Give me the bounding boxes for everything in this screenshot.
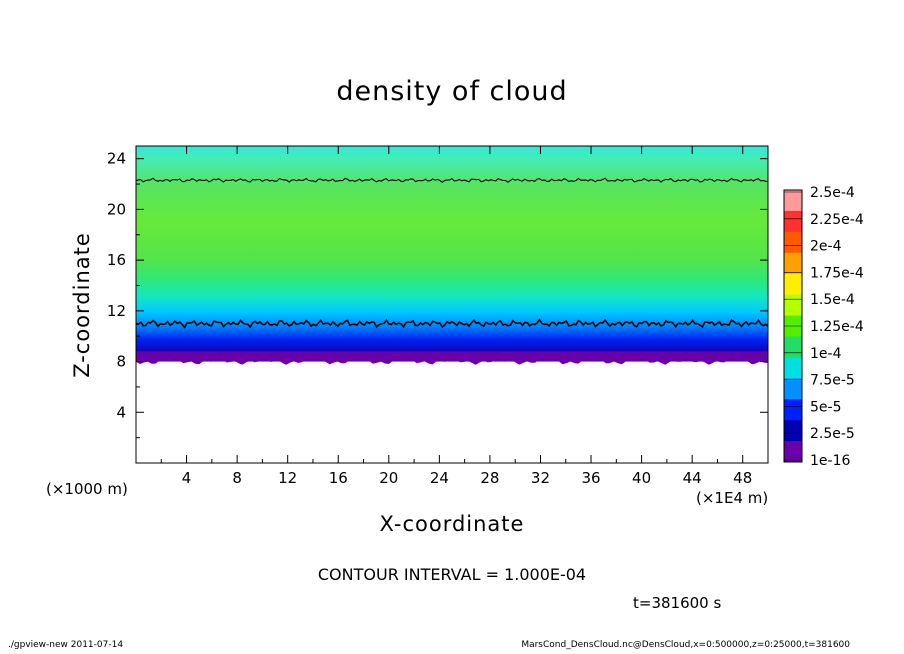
x-tick-label: 44 <box>683 469 702 487</box>
colorbar-swatch <box>784 273 802 296</box>
colorbar-label: 7.5e-5 <box>810 373 855 389</box>
cloud-bottom-edge <box>136 351 768 365</box>
x-tick-label: 16 <box>329 469 348 487</box>
colorbar-swatch <box>784 252 802 275</box>
x-axis-label: X-coordinate <box>379 512 525 536</box>
colorbar-label: 1.75e-4 <box>810 265 864 281</box>
colorbar-swatch <box>784 399 802 421</box>
colorbar-label: 1e-16 <box>810 453 850 469</box>
y-tick-label: 20 <box>107 200 126 218</box>
chart-title: density of cloud <box>336 76 568 107</box>
colorbar-swatch <box>784 190 802 212</box>
x-unit-label: (×1000 m) <box>46 480 128 498</box>
x-axis-ticks: 4 8 12 16 20 24 28 32 36 40 44 48 <box>160 146 752 487</box>
colorbar-label: 1.5e-4 <box>810 292 855 308</box>
colorbar-swatch <box>784 420 802 442</box>
density-field <box>136 146 768 365</box>
colorbar-label: 1.25e-4 <box>810 319 864 335</box>
footer-left: ./gpview-new 2011-07-14 <box>8 640 124 650</box>
y-tick-label: 4 <box>116 403 126 421</box>
x-tick-label: 28 <box>480 469 499 487</box>
y-axis-ticks: 4 8 12 16 20 24 <box>107 150 768 439</box>
y-tick-label: 16 <box>107 251 126 269</box>
y-tick-label: 12 <box>107 302 126 320</box>
x-tick-label: 12 <box>278 469 297 487</box>
colorbar-swatch <box>784 336 802 358</box>
colorbar-swatch <box>784 441 802 463</box>
contour-line-0 <box>135 318 769 329</box>
contour-interval-label: CONTOUR INTERVAL = 1.000E-04 <box>317 565 587 584</box>
colorbar-label: 2.5e-4 <box>810 185 855 201</box>
y-tick-label: 8 <box>116 353 126 371</box>
time-label: t=381600 s <box>633 594 722 612</box>
x-multiplier-label: (×1E4 m) <box>696 489 769 507</box>
x-tick-label: 8 <box>232 469 242 487</box>
colorbar: 2.5e-4 2.25e-4 2e-4 1.75e-4 1.5e-4 1.25e-4 1e-… <box>783 185 864 469</box>
x-tick-label: 20 <box>379 469 398 487</box>
colorbar-swatch <box>784 210 802 233</box>
x-tick-label: 24 <box>430 469 449 487</box>
colorbar-swatch <box>784 357 802 379</box>
x-tick-label: 4 <box>182 469 192 487</box>
y-tick-label: 24 <box>107 150 126 168</box>
colorbar-swatch <box>784 294 802 317</box>
colorbar-label: 2.5e-5 <box>810 426 855 442</box>
x-tick-label: 40 <box>632 469 651 487</box>
y-axis-label: Z-coordinate <box>70 232 94 378</box>
x-tick-label: 36 <box>581 469 600 487</box>
colorbar-label: 2e-4 <box>810 239 842 255</box>
x-tick-label: 48 <box>733 469 752 487</box>
colorbar-label: 5e-5 <box>810 399 841 415</box>
plot-frame <box>135 145 769 464</box>
x-tick-label: 32 <box>531 469 550 487</box>
colorbar-swatch <box>784 231 802 254</box>
colorbar-label: 1e-4 <box>810 346 842 362</box>
colorbar-swatch <box>784 378 802 400</box>
contour-line-1 <box>135 177 769 183</box>
contour-lines <box>135 177 769 329</box>
footer-right: MarsCond_DensCloud.nc@DensCloud,x=0:5000… <box>521 640 850 650</box>
colorbar-label: 2.25e-4 <box>810 212 864 228</box>
